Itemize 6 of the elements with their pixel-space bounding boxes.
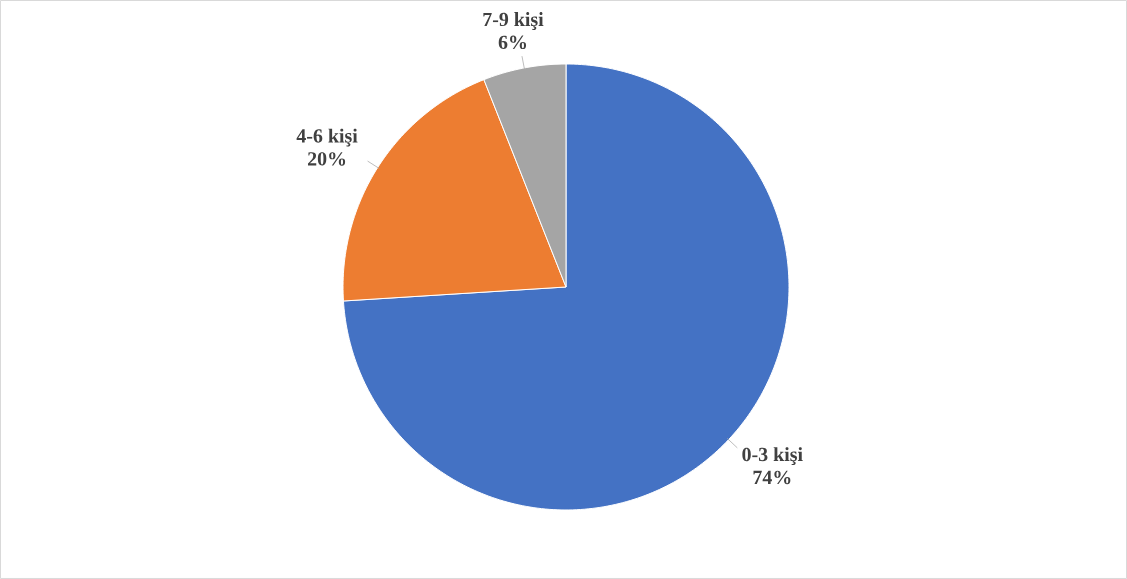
- data-label: 6%: [498, 35, 527, 50]
- data-label: 74%: [753, 470, 791, 485]
- slice-label: 4-6 kişi: [296, 128, 358, 147]
- data-label: 20%: [307, 152, 346, 166]
- slice-label: 7-9 kişi: [483, 12, 544, 31]
- slice-label: 0-3 kişi: [742, 447, 803, 466]
